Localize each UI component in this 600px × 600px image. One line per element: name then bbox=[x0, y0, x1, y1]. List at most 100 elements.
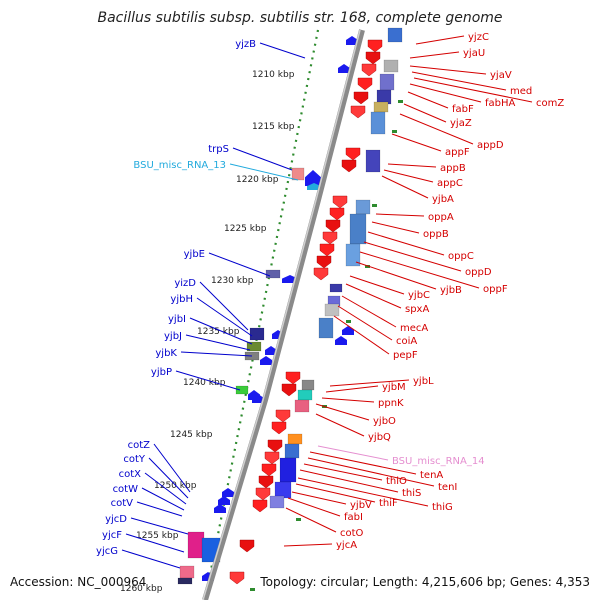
gene-label-yjbm[interactable]: yjbM bbox=[382, 382, 406, 393]
reverse-gene-box[interactable] bbox=[177, 577, 193, 585]
gene-label-yizd[interactable]: yizD bbox=[174, 278, 196, 289]
gene-label-oppd[interactable]: oppD bbox=[465, 267, 492, 278]
forward-gene-box[interactable] bbox=[387, 27, 403, 43]
forward-gene-box[interactable] bbox=[287, 433, 303, 445]
gene-label-yjbc[interactable]: yjbC bbox=[408, 290, 430, 301]
gene-label-fabha[interactable]: fabHA bbox=[485, 98, 516, 109]
forward-gene-arrow[interactable] bbox=[229, 571, 245, 585]
forward-gene-box[interactable] bbox=[297, 389, 313, 401]
forward-gene-arrow[interactable] bbox=[319, 243, 335, 257]
forward-gene-box[interactable] bbox=[279, 457, 297, 483]
gene-label-yjbl[interactable]: yjbL bbox=[413, 376, 434, 387]
forward-gene-arrow[interactable] bbox=[322, 231, 338, 245]
reverse-gene-arrow[interactable] bbox=[346, 36, 358, 45]
reverse-gene-arrow[interactable] bbox=[214, 504, 226, 513]
forward-gene-box[interactable] bbox=[345, 243, 361, 267]
forward-gene-arrow[interactable] bbox=[350, 105, 366, 119]
forward-gene-arrow[interactable] bbox=[365, 51, 381, 65]
forward-gene-box[interactable] bbox=[284, 443, 300, 459]
gene-label-pepf[interactable]: pepF bbox=[393, 350, 418, 361]
forward-gene-arrow[interactable] bbox=[275, 409, 291, 423]
forward-gene-arrow[interactable] bbox=[316, 255, 332, 269]
forward-gene-box[interactable] bbox=[349, 213, 367, 245]
gene-label-yjbp[interactable]: yjbP bbox=[151, 367, 172, 378]
gene-label-coia[interactable]: coiA bbox=[396, 336, 417, 347]
gene-label-tena[interactable]: tenA bbox=[420, 470, 443, 481]
forward-gene-box[interactable] bbox=[379, 73, 395, 91]
reverse-gene-arrow[interactable] bbox=[307, 183, 321, 190]
gene-label-yjbv[interactable]: yjbV bbox=[350, 500, 372, 511]
gene-label-oppc[interactable]: oppC bbox=[448, 251, 474, 262]
reverse-gene-arrow[interactable] bbox=[260, 356, 272, 365]
reverse-gene-arrow[interactable] bbox=[265, 346, 277, 355]
forward-gene-box[interactable] bbox=[318, 317, 334, 339]
gene-label-yjzb[interactable]: yjzB bbox=[235, 39, 256, 50]
reverse-gene-arrow[interactable] bbox=[335, 336, 347, 345]
reverse-gene-box[interactable] bbox=[235, 385, 249, 395]
forward-gene-box[interactable] bbox=[373, 101, 389, 113]
gene-label-yjbq[interactable]: yjbQ bbox=[368, 432, 391, 443]
gene-label-med[interactable]: med bbox=[510, 86, 532, 97]
gene-label-yjbj[interactable]: yjbJ bbox=[164, 331, 182, 342]
forward-gene-box[interactable] bbox=[370, 111, 386, 135]
forward-gene-box[interactable] bbox=[274, 481, 292, 499]
forward-gene-arrow[interactable] bbox=[345, 147, 361, 161]
gene-label-meca[interactable]: mecA bbox=[400, 323, 428, 334]
forward-gene-arrow[interactable] bbox=[357, 77, 373, 91]
forward-gene-arrow[interactable] bbox=[325, 219, 341, 233]
gene-label-yjbb[interactable]: yjbB bbox=[440, 285, 462, 296]
forward-gene-arrow[interactable] bbox=[361, 63, 377, 77]
forward-gene-arrow[interactable] bbox=[313, 267, 329, 281]
gene-label-thio[interactable]: thiO bbox=[386, 476, 407, 487]
gene-label-yjbh[interactable]: yjbH bbox=[170, 294, 193, 305]
gene-label-appf[interactable]: appF bbox=[445, 147, 470, 158]
gene-label-appd[interactable]: appD bbox=[477, 140, 504, 151]
gene-label-oppa[interactable]: oppA bbox=[428, 212, 454, 223]
forward-gene-arrow[interactable] bbox=[239, 539, 255, 553]
gene-label-yjcg[interactable]: yjcG bbox=[96, 546, 118, 557]
forward-gene-arrow[interactable] bbox=[267, 439, 283, 453]
reverse-gene-arrow[interactable] bbox=[342, 326, 354, 335]
gene-label-yjcd[interactable]: yjcD bbox=[105, 514, 127, 525]
forward-gene-arrow[interactable] bbox=[329, 207, 345, 221]
forward-gene-box[interactable] bbox=[365, 149, 381, 173]
forward-gene-arrow[interactable] bbox=[252, 499, 268, 513]
reverse-gene-box[interactable] bbox=[179, 565, 195, 579]
gene-label-yjba[interactable]: yjbA bbox=[432, 194, 454, 205]
reverse-gene-arrow[interactable] bbox=[218, 496, 230, 505]
gene-label-appc[interactable]: appC bbox=[437, 178, 463, 189]
reverse-gene-arrow[interactable] bbox=[248, 390, 260, 400]
forward-gene-box[interactable] bbox=[301, 379, 315, 391]
forward-gene-arrow[interactable] bbox=[264, 451, 280, 465]
gene-label-teni[interactable]: tenI bbox=[438, 482, 457, 493]
gene-label-spxa[interactable]: spxA bbox=[405, 304, 429, 315]
gene-label-appb[interactable]: appB bbox=[440, 163, 466, 174]
gene-label-yjzc[interactable]: yjzC bbox=[468, 32, 489, 43]
gene-label-fabf[interactable]: fabF bbox=[452, 104, 474, 115]
gene-label-cotx[interactable]: cotX bbox=[119, 469, 142, 480]
reverse-gene-box[interactable] bbox=[187, 531, 205, 559]
gene-label-fabi[interactable]: fabI bbox=[344, 512, 363, 523]
gene-label-bsu-misc-rna-14[interactable]: BSU_misc_RNA_14 bbox=[392, 456, 485, 467]
reverse-gene-box[interactable] bbox=[249, 327, 265, 341]
gene-label-comz[interactable]: comZ bbox=[536, 98, 564, 109]
gene-label-coty[interactable]: cotY bbox=[123, 454, 146, 465]
gene-label-yjbe[interactable]: yjbE bbox=[184, 249, 205, 260]
gene-label-cotw[interactable]: cotW bbox=[113, 484, 139, 495]
gene-label-yjbk[interactable]: yjbK bbox=[155, 348, 177, 359]
gene-label-yjbo[interactable]: yjbO bbox=[373, 416, 396, 427]
gene-label-thig[interactable]: thiG bbox=[432, 502, 453, 513]
forward-gene-arrow[interactable] bbox=[341, 159, 357, 173]
forward-gene-arrow[interactable] bbox=[271, 421, 287, 435]
forward-gene-arrow[interactable] bbox=[367, 39, 383, 53]
gene-label-yjbi[interactable]: yjbI bbox=[168, 314, 186, 325]
gene-label-ppnk[interactable]: ppnK bbox=[378, 398, 404, 409]
forward-gene-box[interactable] bbox=[294, 399, 310, 413]
gene-label-yjav[interactable]: yjaV bbox=[490, 70, 512, 81]
gene-label-yjau[interactable]: yjaU bbox=[463, 48, 485, 59]
reverse-gene-box[interactable] bbox=[291, 167, 305, 181]
forward-gene-box[interactable] bbox=[269, 495, 285, 509]
forward-gene-arrow[interactable] bbox=[261, 463, 277, 477]
gene-label-thif[interactable]: thiF bbox=[379, 498, 398, 509]
reverse-gene-box[interactable] bbox=[265, 269, 281, 279]
